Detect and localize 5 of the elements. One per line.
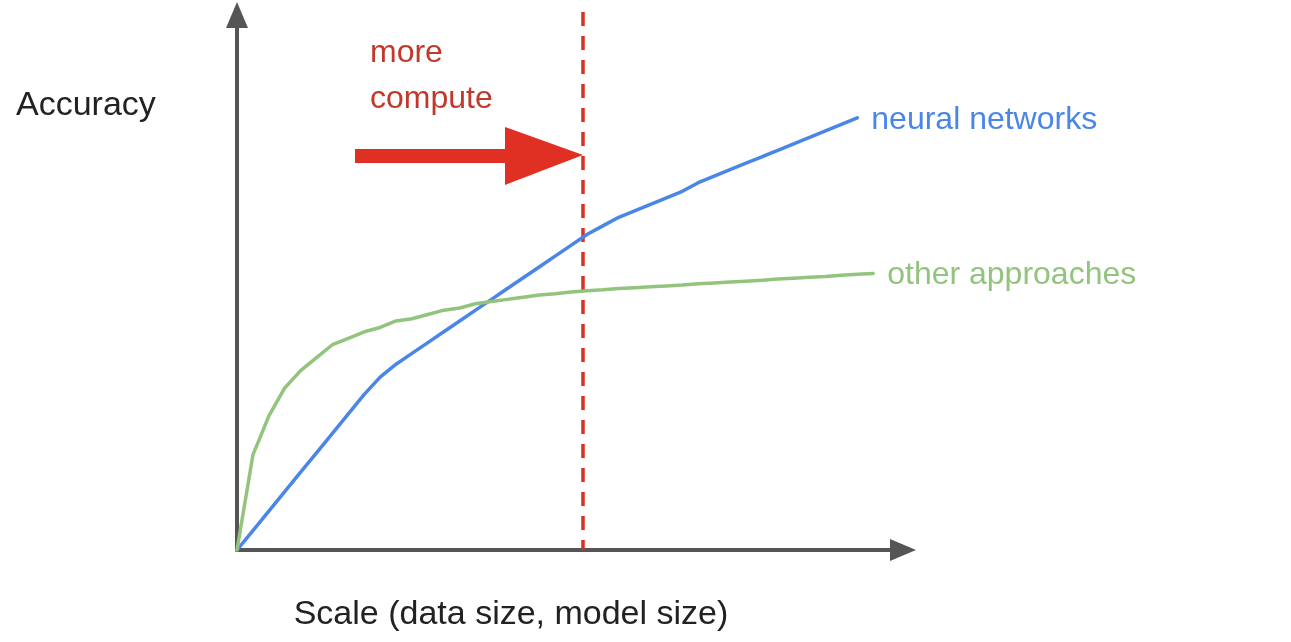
series-label: neural networks: [871, 99, 1098, 136]
x-axis-title: Scale (data size, model size): [293, 593, 729, 631]
text: more compute: [370, 33, 493, 115]
y-axis-title: Accuracy: [16, 84, 156, 122]
series-label: other approaches: [887, 255, 1137, 292]
